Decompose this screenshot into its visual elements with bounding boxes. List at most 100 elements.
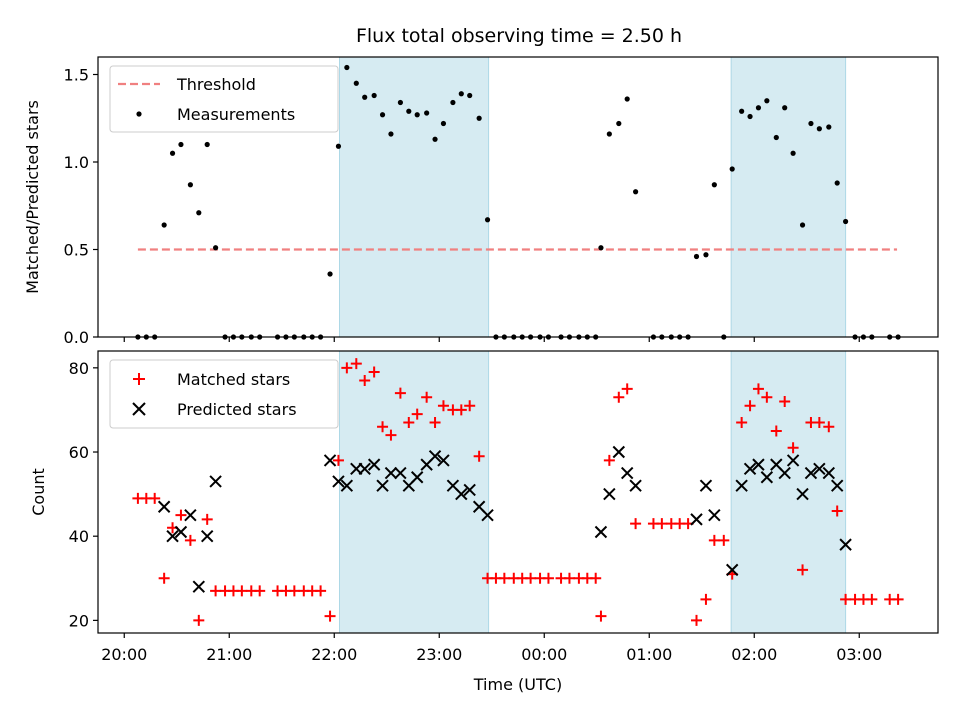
matched-star-marker <box>563 572 575 584</box>
measurement-point <box>606 131 612 137</box>
top-panel: 0.0 0.5 1.0 1.5 Matched/Predicted stars Thr… <box>23 56 939 347</box>
predicted-star-marker <box>822 466 836 480</box>
measurement-point <box>379 112 386 118</box>
measurement-point <box>178 141 184 148</box>
measurement-point <box>397 99 403 106</box>
predicted-star-marker <box>455 487 468 501</box>
measurement-point <box>739 108 745 114</box>
measurement-point <box>764 98 770 104</box>
predicted-star-marker <box>463 483 476 497</box>
measurement-point <box>782 105 788 111</box>
matched-star-marker <box>621 383 633 395</box>
legend-predicted-label: Predicted stars <box>177 400 297 419</box>
matched-star-marker <box>656 518 668 530</box>
x-axis-label: Time (UTC) <box>473 675 562 694</box>
matched-star-marker <box>779 396 791 408</box>
matched-star-marker <box>590 572 602 584</box>
matched-star-marker <box>236 585 248 597</box>
predicted-star-marker <box>796 487 809 501</box>
matched-star-marker <box>736 417 748 429</box>
predicted-star-marker <box>620 466 634 480</box>
predicted-star-marker <box>340 479 354 492</box>
matched-star-marker <box>797 564 809 576</box>
measurement-point <box>598 245 604 251</box>
predicted-star-marker <box>209 475 222 488</box>
predicted-star-marker <box>760 471 774 484</box>
predicted-star-marker <box>481 508 494 522</box>
predicted-star-marker <box>778 466 791 480</box>
top-legend: Threshold Measurements <box>109 65 339 133</box>
legend-matched-swatch <box>133 373 145 385</box>
matched-star-marker <box>473 450 485 462</box>
measurement-point <box>624 96 630 102</box>
matched-star-marker <box>831 505 843 517</box>
bottom-axis-ticks: 20 40 60 80 20:00 21:00 22:00 23:00 00:00 01:00 02… <box>69 359 883 664</box>
predicted-star-marker <box>603 487 616 501</box>
measurement-point <box>327 271 333 277</box>
bottom-legend-box <box>109 359 339 429</box>
measurement-point <box>799 222 806 228</box>
legend-threshold-label: Threshold <box>176 75 256 94</box>
measurement-point <box>843 218 849 225</box>
predicted-star-marker <box>323 454 337 467</box>
matched-star-marker <box>350 358 362 370</box>
matched-star-marker <box>421 391 433 403</box>
matched-star-marker <box>368 366 380 378</box>
matched-star-marker <box>149 492 161 504</box>
measurement-point <box>169 150 176 156</box>
predicted-star-marker <box>786 454 800 467</box>
measurement-point <box>187 182 193 188</box>
matched-star-marker <box>498 572 510 584</box>
predicted-star-marker <box>629 479 642 492</box>
matched-star-marker <box>385 429 397 441</box>
predicted-star-marker <box>804 466 818 480</box>
measurement-point <box>747 113 753 120</box>
predicted-star-marker <box>410 471 424 484</box>
predicted-star-marker <box>394 466 407 480</box>
matched-star-marker <box>210 585 222 597</box>
bottom-data-marks <box>132 358 904 626</box>
matched-star-marker <box>324 610 336 622</box>
bottom-x-tick-label: 03:00 <box>836 645 882 664</box>
measurement-point <box>633 189 639 195</box>
matched-star-marker <box>718 534 730 546</box>
bottom-y-tick-label: 60 <box>69 443 89 462</box>
measurement-point <box>703 252 709 258</box>
top-shaded-regions <box>339 56 847 338</box>
measurement-point <box>458 91 464 97</box>
bottom-y-tick-label: 40 <box>69 527 89 546</box>
bottom-y-axis-label: Count <box>29 468 48 516</box>
predicted-star-marker <box>192 580 206 593</box>
measurement-point <box>432 136 438 142</box>
bottom-panel: 20 40 60 80 20:00 21:00 22:00 23:00 00:00 01:00 02… <box>29 350 939 694</box>
measurement-point <box>816 126 822 132</box>
top-y-axis-label: Matched/Predicted stars <box>23 100 42 294</box>
matched-star-marker <box>613 391 625 403</box>
matched-star-marker <box>315 585 327 597</box>
predicted-star-marker <box>830 479 844 492</box>
top-y-tick-label: 1.5 <box>64 66 89 85</box>
measurement-point <box>467 92 473 99</box>
legend-matched-label: Matched stars <box>177 370 290 389</box>
measurement-point <box>834 180 840 186</box>
predicted-star-marker <box>437 454 450 467</box>
chart-title: Flux total observing time = 2.50 h <box>356 25 682 47</box>
predicted-star-marker <box>813 462 826 476</box>
matched-star-marker <box>193 614 205 626</box>
matched-star-marker <box>288 585 300 597</box>
predicted-star-marker <box>376 479 389 492</box>
matched-star-marker <box>840 593 852 605</box>
predicted-star-marker <box>332 475 345 488</box>
bottom-legend: Matched stars Predicted stars <box>109 359 339 429</box>
matched-star-marker <box>813 417 825 429</box>
measurement-point <box>204 141 210 148</box>
matched-star-marker <box>744 400 756 412</box>
matched-star-marker <box>603 454 615 466</box>
matched-star-marker <box>770 425 782 437</box>
matched-star-marker <box>787 442 799 454</box>
predicted-star-marker <box>428 450 442 463</box>
measurement-point <box>161 222 167 228</box>
measurement-point <box>335 143 342 149</box>
matched-star-marker <box>455 404 467 416</box>
